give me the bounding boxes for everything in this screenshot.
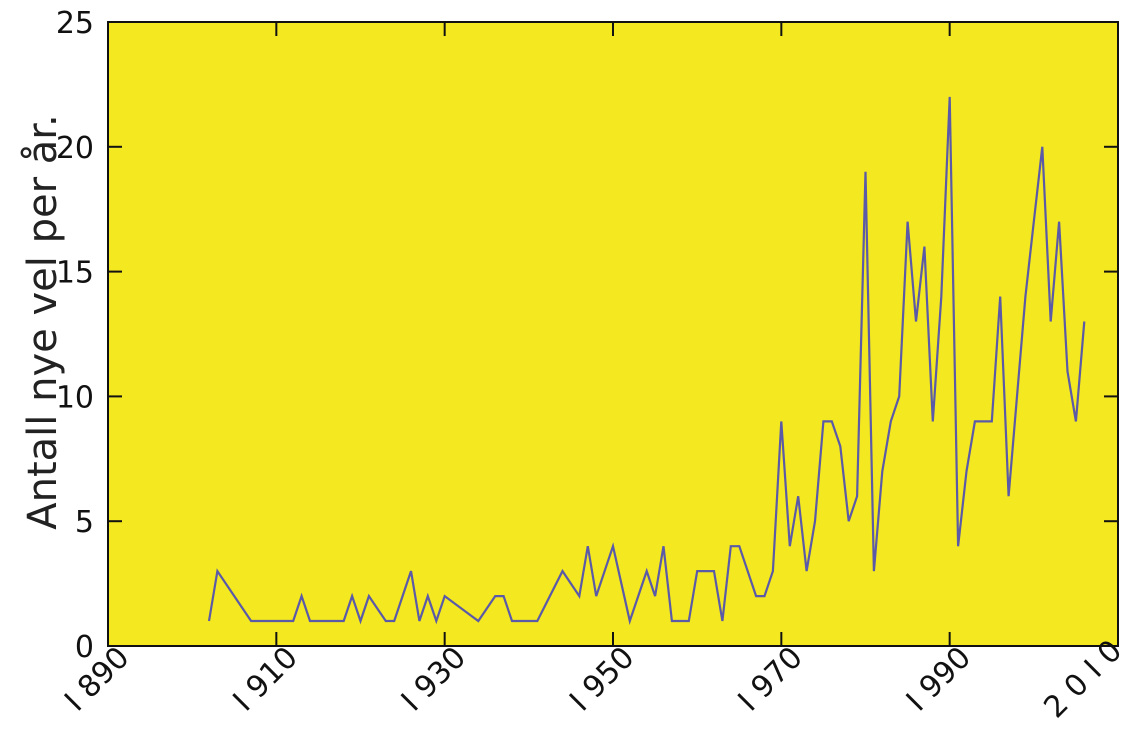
x-tick-label: I 930 [395, 640, 473, 718]
x-tick-label: I 950 [563, 640, 641, 718]
x-tick-label: 2 0 I 0 [1037, 633, 1129, 725]
y-tick-label: 0 [75, 630, 94, 665]
y-axis-label: Antall nye vel per år. [20, 114, 66, 530]
series-line [207, 96, 1086, 626]
y-tick-label: 10 [56, 380, 94, 415]
x-tick-label: I 910 [226, 640, 304, 718]
x-tick-label: I 890 [58, 640, 136, 718]
y-tick-label: 25 [56, 6, 94, 41]
y-tick-label: 5 [75, 505, 94, 540]
series-lines [207, 96, 1086, 626]
x-tick-label: I 990 [900, 640, 978, 718]
y-tick-label: 20 [56, 131, 94, 166]
plot-area [107, 21, 1119, 647]
x-tick-label: I 970 [731, 640, 809, 718]
axis-ticks [107, 21, 1119, 647]
y-tick-label: 15 [56, 256, 94, 291]
